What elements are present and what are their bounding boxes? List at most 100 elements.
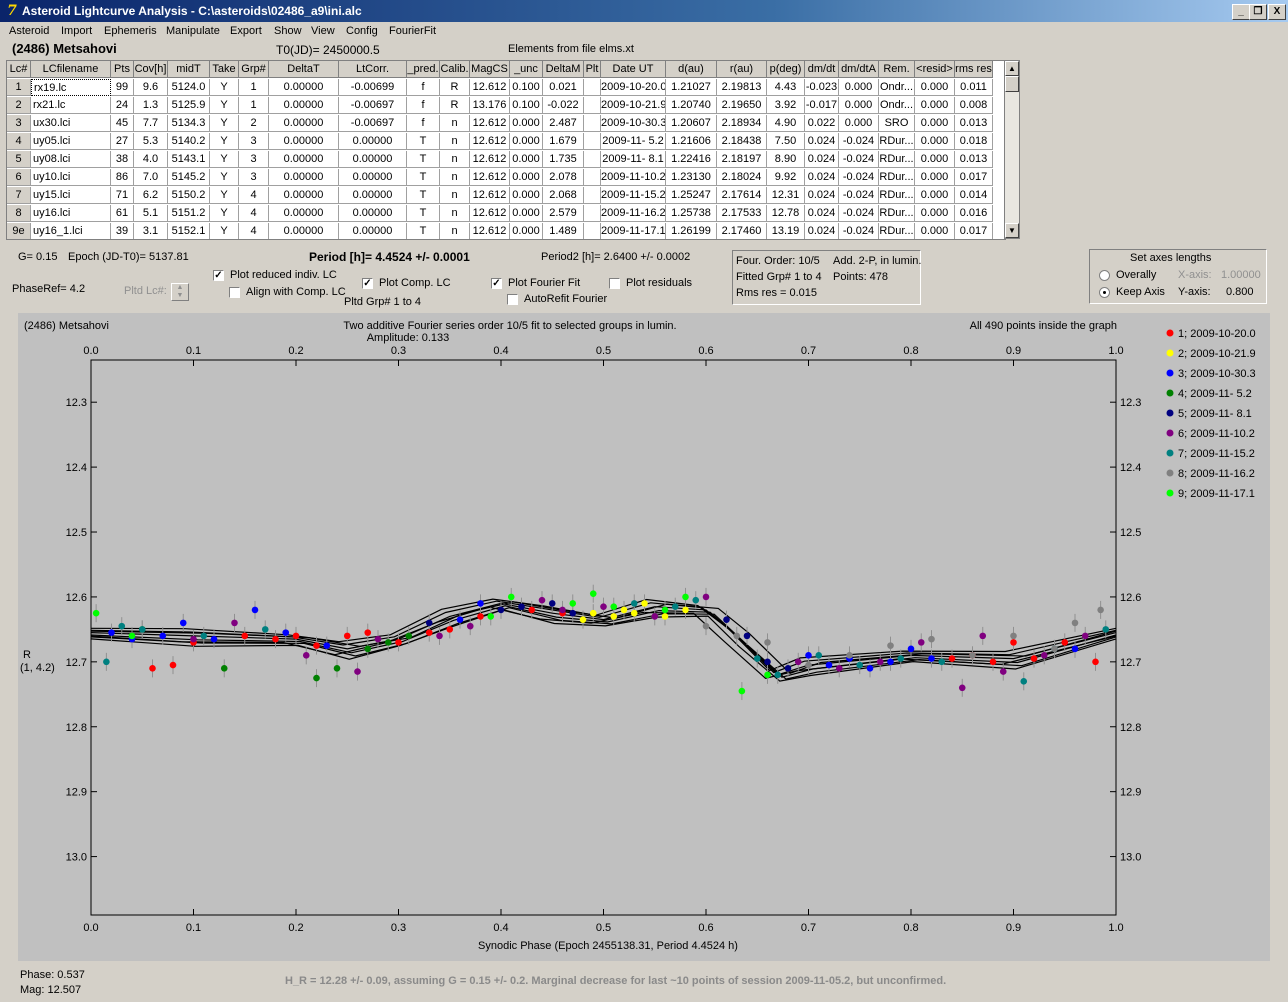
table-cell[interactable] [584, 187, 601, 204]
column-header[interactable]: Rem. [879, 61, 915, 78]
table-cell[interactable]: 12.31 [767, 187, 805, 204]
table-cell[interactable]: Y [210, 169, 239, 186]
table-cell[interactable]: 2.18438 [717, 133, 767, 150]
table-cell[interactable]: 0.016 [955, 205, 993, 222]
period-value[interactable]: Period [h]= 4.4524 +/- 0.0001 [309, 250, 470, 264]
column-header[interactable]: LtCorr. [339, 61, 407, 78]
table-cell[interactable]: uy15.lci [31, 187, 111, 204]
table-cell[interactable]: 0.100 [510, 97, 543, 114]
table-cell[interactable]: -0.024 [839, 223, 879, 239]
table-cell[interactable]: 12.612 [470, 205, 510, 222]
table-cell[interactable]: 0.00000 [269, 133, 339, 150]
table-cell[interactable]: 0.00000 [269, 205, 339, 222]
table-cell[interactable]: -0.022 [543, 97, 584, 114]
table-cell[interactable] [584, 97, 601, 114]
table-cell[interactable]: 12.612 [470, 115, 510, 132]
table-cell[interactable]: 1.25247 [666, 187, 717, 204]
table-cell[interactable]: 0.021 [543, 79, 584, 96]
table-cell[interactable]: Ondr... [879, 97, 915, 114]
table-cell[interactable]: 0.000 [915, 79, 955, 96]
row-header[interactable]: 6 [7, 169, 31, 186]
align-comp-checkbox[interactable] [229, 287, 240, 298]
table-cell[interactable]: n [440, 115, 470, 132]
table-cell[interactable]: 5.1 [134, 205, 168, 222]
minimize-button[interactable]: _ [1232, 4, 1250, 20]
row-header[interactable]: 4 [7, 133, 31, 150]
table-cell[interactable]: 0.00000 [339, 133, 407, 150]
table-cell[interactable]: 0.000 [915, 115, 955, 132]
table-cell[interactable]: Y [210, 187, 239, 204]
table-cell[interactable]: 0.024 [805, 187, 839, 204]
table-cell[interactable]: uy16_1.lci [31, 223, 111, 239]
column-header[interactable]: <resid> [915, 61, 955, 78]
table-cell[interactable]: T [407, 223, 440, 239]
table-cell[interactable]: 0.000 [915, 151, 955, 168]
table-cell[interactable]: 4 [239, 223, 269, 239]
table-cell[interactable]: 12.612 [470, 169, 510, 186]
table-cell[interactable]: 2.18934 [717, 115, 767, 132]
menu-show[interactable]: Show [274, 25, 302, 37]
table-cell[interactable]: 2009-10-20.0 [601, 79, 666, 96]
table-cell[interactable]: 0.100 [510, 79, 543, 96]
table-cell[interactable]: n [440, 151, 470, 168]
column-header[interactable]: Take [210, 61, 239, 78]
table-cell[interactable]: 0.000 [915, 169, 955, 186]
row-header[interactable]: 3 [7, 115, 31, 132]
table-cell[interactable]: -0.024 [839, 205, 879, 222]
table-cell[interactable]: 0.011 [955, 79, 993, 96]
table-cell[interactable]: n [440, 133, 470, 150]
table-cell[interactable]: f [407, 115, 440, 132]
table-cell[interactable]: 5143.1 [168, 151, 210, 168]
menu-export[interactable]: Export [230, 25, 262, 37]
table-cell[interactable]: 0.000 [510, 223, 543, 239]
table-cell[interactable]: 27 [111, 133, 134, 150]
table-cell[interactable]: 2009-10-21.9 [601, 97, 666, 114]
table-cell[interactable]: 0.00000 [269, 115, 339, 132]
lightcurve-table[interactable]: Lc# LCfilename Pts Cov[h] midT Take Grp# DeltaT… [6, 60, 1006, 240]
table-cell[interactable]: 0.000 [915, 223, 955, 239]
column-header[interactable]: _pred. [407, 61, 440, 78]
table-cell[interactable]: 9.92 [767, 169, 805, 186]
table-cell[interactable]: n [440, 169, 470, 186]
table-cell[interactable]: 0.024 [805, 205, 839, 222]
table-cell[interactable] [584, 223, 601, 239]
table-cell[interactable]: 1.23130 [666, 169, 717, 186]
table-cell[interactable]: 0.000 [839, 115, 879, 132]
table-cell[interactable]: 2.579 [543, 205, 584, 222]
table-cell[interactable]: 38 [111, 151, 134, 168]
plot-comp-checkbox[interactable]: ✓ [362, 278, 373, 289]
menu-fourierfit[interactable]: FourierFit [389, 25, 437, 37]
table-cell[interactable]: RDur... [879, 133, 915, 150]
table-cell[interactable]: 12.612 [470, 223, 510, 239]
table-cell[interactable]: 61 [111, 205, 134, 222]
table-cell[interactable]: 0.000 [510, 133, 543, 150]
table-cell[interactable]: 2.17614 [717, 187, 767, 204]
table-cell[interactable]: n [440, 187, 470, 204]
plot-fourier-checkbox[interactable]: ✓ [491, 278, 502, 289]
column-header[interactable]: r(au) [717, 61, 767, 78]
table-cell[interactable]: 4 [239, 205, 269, 222]
table-cell[interactable]: 12.612 [470, 187, 510, 204]
table-cell[interactable]: f [407, 97, 440, 114]
table-cell[interactable]: 1 [239, 79, 269, 96]
table-cell[interactable]: 2.18024 [717, 169, 767, 186]
table-cell[interactable]: 12.612 [470, 79, 510, 96]
table-cell[interactable]: 0.013 [955, 151, 993, 168]
table-cell[interactable]: 99 [111, 79, 134, 96]
table-cell[interactable]: R [440, 79, 470, 96]
table-cell[interactable]: 39 [111, 223, 134, 239]
table-cell[interactable]: 5124.0 [168, 79, 210, 96]
table-cell[interactable]: n [440, 205, 470, 222]
table-cell[interactable]: uy16.lci [31, 205, 111, 222]
table-cell[interactable]: RDur... [879, 187, 915, 204]
menu-view[interactable]: View [311, 25, 335, 37]
table-cell[interactable]: -0.00699 [339, 79, 407, 96]
table-cell[interactable]: T [407, 169, 440, 186]
row-header[interactable]: 1 [7, 79, 31, 96]
table-cell[interactable]: 1.735 [543, 151, 584, 168]
table-cell[interactable]: RDur... [879, 169, 915, 186]
table-cell[interactable]: Y [210, 115, 239, 132]
row-header[interactable]: 7 [7, 187, 31, 204]
table-cell[interactable]: 2009-11-17.1 [601, 223, 666, 239]
table-cell[interactable]: 0.00000 [269, 169, 339, 186]
